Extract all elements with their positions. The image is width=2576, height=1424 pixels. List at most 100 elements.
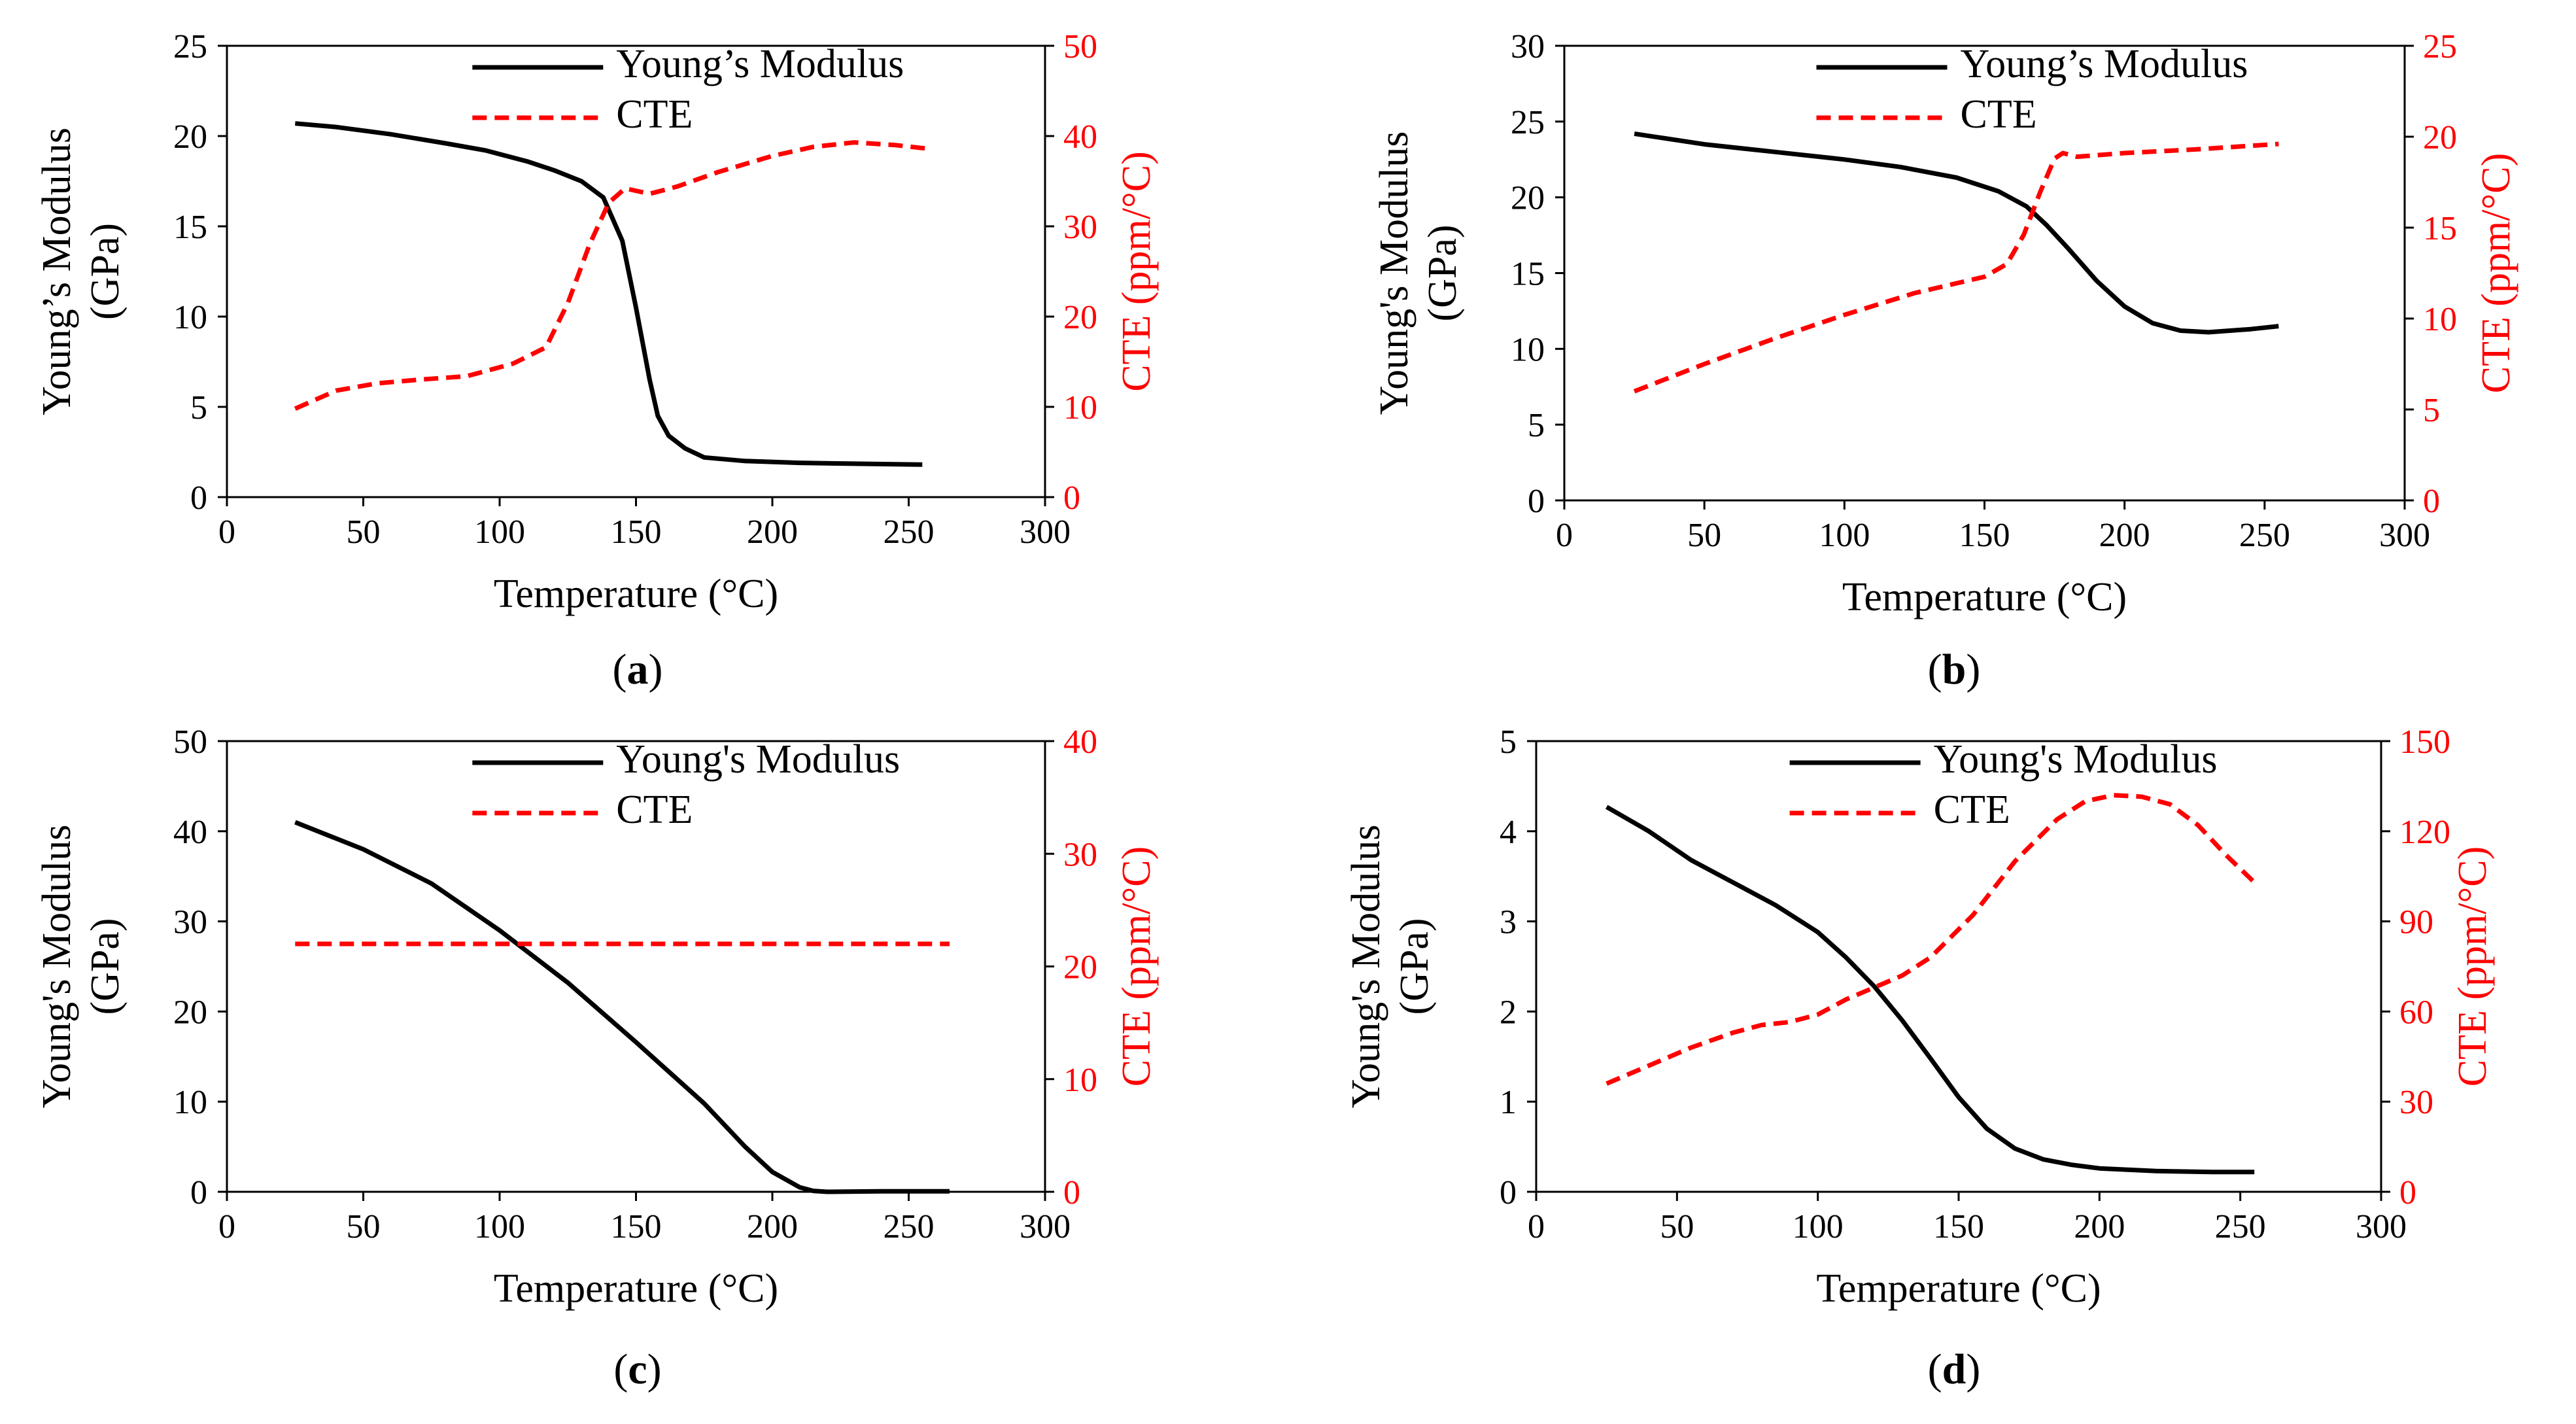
x-tick-label: 300	[1020, 513, 1071, 551]
x-tick-label: 50	[347, 513, 381, 551]
panel-letter: a	[627, 646, 649, 693]
x-tick-label: 250	[884, 513, 935, 551]
x-tick-label: 100	[474, 1208, 525, 1245]
series-cte-line	[1606, 793, 2256, 1086]
x-tick-label: 100	[474, 513, 525, 551]
y2-tick-label: 50	[1063, 28, 1097, 65]
y-tick-label: 0	[190, 1174, 207, 1211]
panel-c: 0 50 100 150 200 250 30001020304050010203040Te…	[35, 723, 1159, 1393]
y-axis-label-line1: Young's Modulus	[1344, 825, 1388, 1109]
y-tick-label: 50	[173, 723, 207, 761]
y-axis-label-line2: (GPa)	[83, 223, 128, 320]
legend-cte-label: CTE	[1934, 788, 2010, 832]
y-tick-label: 4	[1500, 814, 1517, 851]
y-tick-label: 3	[1500, 904, 1517, 941]
legend: Young’s Modulus CTE	[1816, 42, 2248, 137]
series-modulus-line	[294, 121, 923, 467]
panel-label: (d)	[1928, 1346, 1981, 1393]
x-axis-label: Temperature (°C)	[1816, 1266, 2101, 1311]
y2-tick-label: 25	[2423, 28, 2457, 65]
y-tick-label: 25	[173, 28, 207, 65]
x-tick-label: 0	[1556, 517, 1573, 554]
x-tick-label: 100	[1819, 517, 1870, 554]
x-tick-label: 50	[1660, 1208, 1694, 1245]
y2-axis-label: CTE (ppm/°C)	[1114, 151, 1159, 392]
y-tick-label: 0	[1528, 483, 1545, 520]
y-tick-label: 10	[173, 1084, 207, 1121]
y2-tick-label: 40	[1063, 723, 1097, 761]
y2-tick-label: 10	[1063, 389, 1097, 426]
y-tick-label: 5	[1500, 723, 1517, 761]
x-tick-label: 250	[2239, 517, 2290, 554]
y-tick-label: 30	[173, 904, 207, 941]
y-axis-label-line2: (GPa)	[1420, 224, 1465, 321]
y2-axis-label: CTE (ppm/°C)	[2474, 153, 2518, 394]
y-axis-label: Young's Modulus(GPa)	[35, 825, 128, 1109]
y2-tick-label: 0	[1063, 1174, 1080, 1211]
y2-tick-label: 10	[2423, 301, 2457, 338]
y-axis-label-line2: (GPa)	[83, 918, 128, 1015]
y2-tick-label: 30	[1063, 209, 1097, 246]
y-axis-label-line2: (GPa)	[1392, 918, 1437, 1015]
series-cte-line	[294, 140, 929, 411]
y2-tick-label: 0	[2423, 483, 2440, 520]
y-tick-label: 0	[1500, 1174, 1517, 1211]
y-tick-label: 20	[1511, 180, 1545, 217]
legend-modulus-label: Young's Modulus	[616, 737, 900, 782]
x-tick-label: 200	[747, 1208, 798, 1245]
panel-label: (c)	[613, 1346, 661, 1393]
legend: Young's Modulus CTE	[1789, 737, 2217, 832]
y-tick-label: 10	[173, 299, 207, 336]
y-tick-label: 20	[173, 994, 207, 1031]
series-modulus-line	[294, 820, 950, 1194]
x-tick-label: 150	[611, 1208, 662, 1245]
y-tick-label: 40	[173, 814, 207, 851]
series-modulus-line	[1605, 805, 2255, 1175]
y-tick-label: 10	[1511, 331, 1545, 368]
y-tick-label: 1	[1500, 1084, 1517, 1121]
y-axis-label-line1: Young's Modulus	[1372, 131, 1417, 415]
x-axis-label: Temperature (°C)	[1842, 575, 2127, 619]
y-tick-label: 15	[173, 209, 207, 246]
y-axis-label: Young's Modulus(GPa)	[1372, 131, 1465, 415]
x-tick-label: 300	[2356, 1208, 2407, 1245]
series-cte-line	[1633, 141, 2279, 394]
x-tick-label: 200	[2074, 1208, 2125, 1245]
x-tick-label: 150	[611, 513, 662, 551]
y2-axis-label: CTE (ppm/°C)	[2450, 846, 2495, 1087]
y2-tick-label: 15	[2423, 210, 2457, 247]
x-axis-label: Temperature (°C)	[494, 1266, 778, 1311]
x-tick-label: 250	[884, 1208, 935, 1245]
y-tick-label: 30	[1511, 28, 1545, 65]
x-tick-label: 200	[2099, 517, 2150, 554]
y-axis-label: Young's Modulus(GPa)	[1344, 825, 1437, 1109]
y-tick-label: 20	[173, 118, 207, 156]
panel-letter: b	[1942, 646, 1966, 693]
x-tick-label: 200	[747, 513, 798, 551]
y-tick-label: 5	[1528, 407, 1545, 444]
x-tick-label: 150	[1959, 517, 2010, 554]
x-tick-label: 0	[218, 1208, 235, 1245]
y-tick-label: 0	[190, 479, 207, 517]
legend: Young’s Modulus CTE	[472, 42, 904, 137]
x-tick-label: 50	[347, 1208, 381, 1245]
y-tick-label: 15	[1511, 256, 1545, 293]
panel-a: 0 50 100 150 200 250 300051015202501020304050T…	[35, 28, 1159, 693]
y2-tick-label: 30	[1063, 836, 1097, 873]
panel-d: 0 50 100 150 200 250 3000123450306090120150Tem…	[1344, 723, 2495, 1393]
x-tick-label: 100	[1793, 1208, 1844, 1245]
x-tick-label: 50	[1687, 517, 1721, 554]
legend-cte-label: CTE	[616, 788, 693, 832]
series-modulus-line	[1634, 131, 2279, 335]
y-tick-label: 25	[1511, 104, 1545, 141]
x-tick-label: 300	[2379, 517, 2430, 554]
y2-tick-label: 40	[1063, 118, 1097, 156]
y-axis-label: Young’s Modulus(GPa)	[35, 128, 128, 415]
y2-tick-label: 150	[2399, 723, 2450, 761]
x-tick-label: 0	[218, 513, 235, 551]
panel-label: (b)	[1928, 646, 1981, 693]
y2-tick-label: 20	[1063, 949, 1097, 986]
y2-tick-label: 20	[2423, 119, 2457, 156]
y2-tick-label: 20	[1063, 299, 1097, 336]
